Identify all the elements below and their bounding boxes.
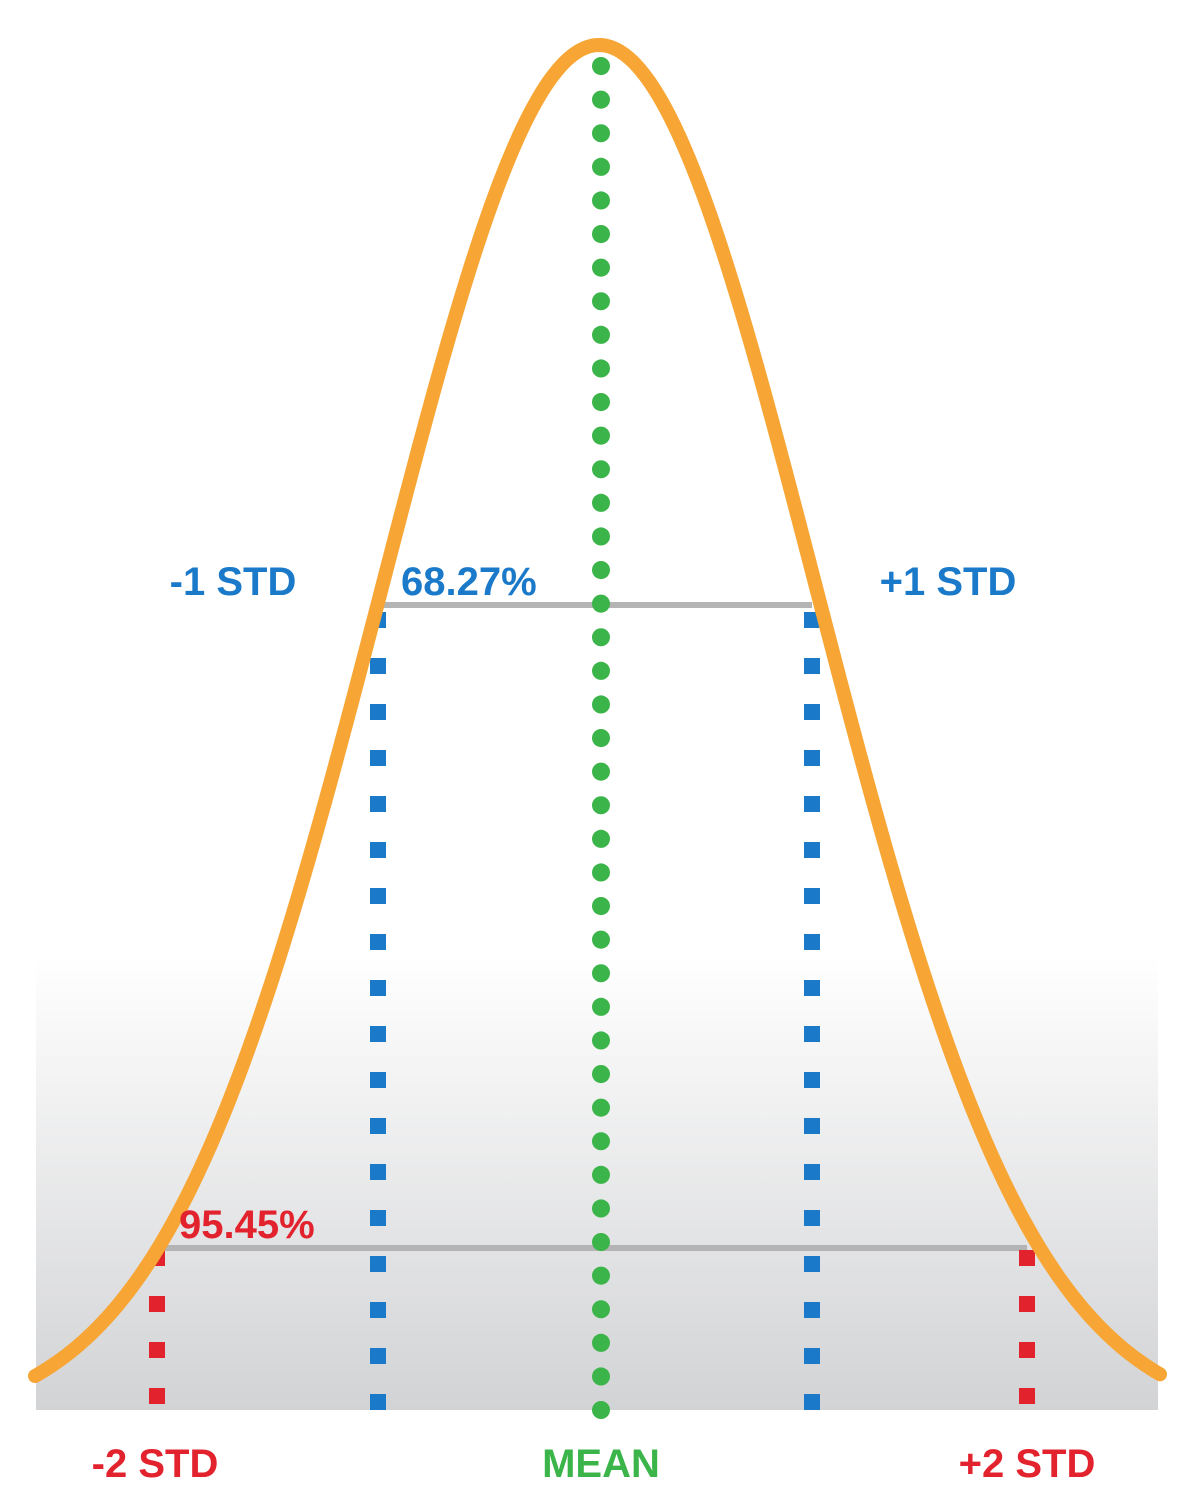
minus-2-std-label: -2 STD [92,1442,219,1486]
plus-1-std-label: +1 STD [880,560,1017,604]
mean-label: MEAN [542,1442,660,1486]
bell-curve [28,38,1167,1383]
plus-2-std-label: +2 STD [959,1442,1096,1486]
pct-2-std-label: 95.45% [179,1203,315,1247]
minus-1-std-label: -1 STD [170,560,297,604]
pct-1-std-label: 68.27% [401,560,537,604]
